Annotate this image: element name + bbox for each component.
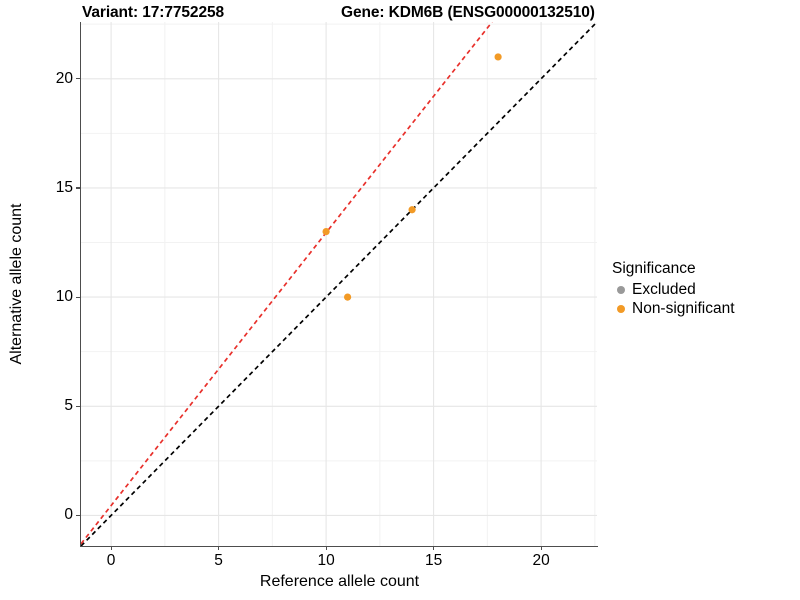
x-tick-label: 15: [424, 552, 443, 569]
grid-minor-lines: [81, 22, 597, 546]
gene-title: Gene: KDM6B (ENSG00000132510): [341, 4, 595, 21]
x-tick-label: 5: [214, 552, 223, 569]
plot-panel: [81, 22, 597, 546]
legend-items: Excluded Non-significant: [612, 280, 798, 318]
y-tick-mark: [76, 296, 80, 298]
legend: Significance Excluded Non-significant: [612, 260, 798, 318]
x-tick-label: 0: [106, 552, 116, 569]
y-tick-label: 0: [64, 506, 73, 524]
legend-item[interactable]: Excluded: [612, 280, 798, 299]
x-tick-label: 20: [532, 552, 550, 569]
x-tick-mark: [325, 546, 327, 550]
legend-key-non-significant: [612, 300, 629, 317]
legend-item[interactable]: Non-significant: [612, 299, 798, 318]
grid-major-lines: [81, 22, 597, 546]
legend-item-label: Non-significant: [632, 300, 735, 317]
x-axis-label: Reference allele count: [259, 573, 420, 590]
x-axis-line: [81, 545, 598, 547]
y-tick-label: 20: [55, 69, 73, 87]
reference-lines: [81, 22, 597, 546]
legend-title: Significance: [612, 260, 696, 277]
x-tick-mark: [110, 546, 112, 550]
legend-key-excluded: [612, 281, 629, 298]
data-points: [322, 53, 502, 301]
y-tick-mark: [76, 78, 80, 80]
y-tick-mark: [76, 187, 80, 189]
data-point: [408, 206, 416, 214]
y-axis-label-wrap: Alternative allele count: [0, 0, 34, 600]
y-tick-mark: [76, 405, 80, 407]
y-tick-label: 5: [64, 397, 73, 415]
legend-item-label: Excluded: [632, 281, 696, 298]
x-tick-mark: [218, 546, 220, 550]
legend-dot-icon: [616, 304, 625, 313]
x-tick-mark: [433, 546, 435, 550]
y-tick-label: 10: [55, 288, 73, 306]
y-axis-label: Alternative allele count: [8, 203, 25, 365]
y-axis-line: [80, 22, 82, 547]
x-tick-mark: [540, 546, 542, 550]
y-tick-label: 15: [55, 178, 73, 196]
variant-title: Variant: 17:7752258: [82, 4, 225, 21]
data-point: [494, 53, 502, 61]
x-tick-label: 10: [317, 552, 335, 569]
y-tick-mark: [76, 514, 80, 517]
data-point: [322, 228, 330, 236]
legend-dot-icon: [616, 285, 625, 294]
data-point: [344, 293, 352, 301]
